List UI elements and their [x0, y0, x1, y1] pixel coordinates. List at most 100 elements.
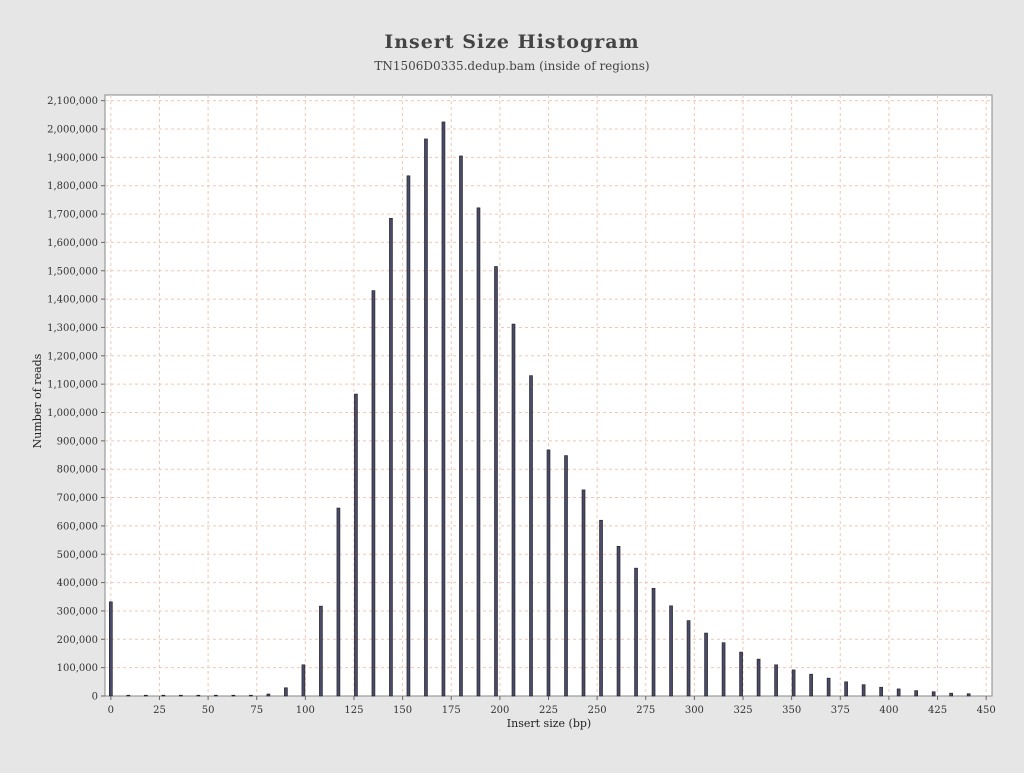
x-tick-label: 175: [442, 705, 461, 716]
histogram-bar: [826, 677, 831, 697]
y-tick-label: 800,000: [57, 465, 98, 476]
histogram-bar: [669, 605, 673, 697]
histogram-bar: [861, 684, 866, 697]
histogram-bar: [914, 690, 918, 697]
histogram-bar: [599, 519, 603, 697]
x-tick-label: 350: [782, 705, 801, 716]
histogram-bar: [931, 691, 936, 697]
histogram-bar: [266, 693, 271, 697]
y-tick-label: 1,800,000: [47, 181, 98, 192]
y-axis-label: Number of reads: [31, 353, 44, 448]
histogram-bar: [476, 207, 481, 697]
x-tick-label: 25: [153, 705, 166, 716]
histogram-bar: [844, 681, 848, 697]
bar-layer: [109, 121, 971, 697]
x-tick-label: 250: [588, 705, 607, 716]
histogram-bar: [459, 155, 463, 697]
histogram-bar: [966, 693, 971, 697]
y-tick-label: 1,000,000: [47, 408, 98, 419]
histogram-bar: [284, 687, 288, 697]
histogram-bar: [371, 290, 376, 697]
x-tick-label: 325: [733, 705, 752, 716]
grid-layer: [105, 95, 992, 696]
y-tick-label: 1,300,000: [47, 323, 98, 334]
y-tick-label: 1,600,000: [47, 238, 98, 249]
y-tick-label: 0: [92, 692, 98, 703]
histogram-bar: [581, 489, 586, 697]
x-tick-label: 200: [490, 705, 509, 716]
histogram-bar: [879, 686, 883, 697]
histogram-bar: [896, 688, 901, 697]
histogram-bar: [389, 218, 393, 697]
x-tick-label: 150: [393, 705, 412, 716]
histogram-bar: [109, 601, 113, 697]
x-tick-label: 75: [250, 705, 263, 716]
y-tick-label: 1,500,000: [47, 266, 98, 277]
y-tick-label: 900,000: [57, 436, 98, 447]
axis-layer: 0 25 50 75 100 125 150 175 200 225 250 275 300 325 350…: [47, 96, 996, 716]
histogram-bar: [494, 266, 498, 697]
y-tick-label: 600,000: [57, 521, 98, 532]
x-tick-label: 375: [831, 705, 850, 716]
x-tick-label: 50: [202, 705, 215, 716]
histogram-bar: [721, 642, 726, 697]
x-tick-label: 125: [344, 705, 363, 716]
y-tick-label: 1,100,000: [47, 380, 98, 391]
histogram-bar: [774, 664, 778, 697]
x-tick-label: 425: [928, 705, 947, 716]
y-tick-label: 700,000: [57, 493, 98, 504]
histogram-bar: [791, 669, 796, 697]
histogram-bar: [126, 694, 131, 697]
y-tick-label: 300,000: [57, 606, 98, 617]
histogram-bar: [704, 632, 708, 697]
histogram-bar: [319, 605, 323, 697]
x-tick-label: 400: [879, 705, 898, 716]
x-tick-label: 275: [636, 705, 655, 716]
y-tick-label: 500,000: [57, 550, 98, 561]
histogram-bar: [144, 694, 148, 697]
histogram-bar: [424, 138, 428, 697]
histogram-bar: [249, 694, 253, 697]
x-tick-label: 0: [108, 705, 114, 716]
histogram-bar: [949, 692, 953, 697]
y-tick-label: 200,000: [57, 635, 98, 646]
y-tick-label: 1,400,000: [47, 295, 98, 306]
histogram-bar: [161, 694, 166, 697]
y-tick-label: 1,900,000: [47, 153, 98, 164]
chart-subtitle: TN1506D0335.dedup.bam (inside of regions…: [374, 59, 649, 73]
y-tick-label: 100,000: [57, 663, 98, 674]
histogram-bar: [406, 175, 411, 697]
histogram-bar: [564, 455, 568, 697]
histogram-bar: [651, 587, 656, 697]
histogram-bar: [616, 546, 621, 697]
histogram-bar: [196, 694, 201, 697]
histogram-bar: [756, 658, 761, 697]
x-tick-label: 100: [296, 705, 315, 716]
x-axis-label: Insert size (bp): [507, 717, 591, 730]
x-tick-label: 300: [685, 705, 704, 716]
histogram-bar: [179, 694, 183, 697]
histogram-bar: [231, 694, 236, 697]
histogram-bar: [336, 507, 341, 697]
histogram-bar: [739, 651, 743, 697]
histogram-bar: [686, 620, 691, 697]
histogram-bar: [634, 567, 638, 697]
histogram-bar: [214, 694, 218, 697]
y-tick-label: 1,700,000: [47, 210, 98, 221]
histogram-bar: [354, 393, 358, 697]
histogram-bar: [546, 449, 551, 697]
histogram-bar: [529, 375, 533, 697]
y-tick-label: 2,000,000: [47, 125, 98, 136]
y-tick-label: 1,200,000: [47, 351, 98, 362]
y-tick-label: 2,100,000: [47, 96, 98, 107]
chart-title: Insert Size Histogram: [384, 31, 639, 53]
histogram-bar: [301, 664, 306, 697]
histogram-bar: [809, 673, 813, 697]
y-tick-label: 400,000: [57, 578, 98, 589]
histogram-bar: [511, 323, 516, 697]
x-tick-label: 450: [977, 705, 996, 716]
histogram-bar: [441, 121, 446, 697]
x-tick-label: 225: [539, 705, 558, 716]
